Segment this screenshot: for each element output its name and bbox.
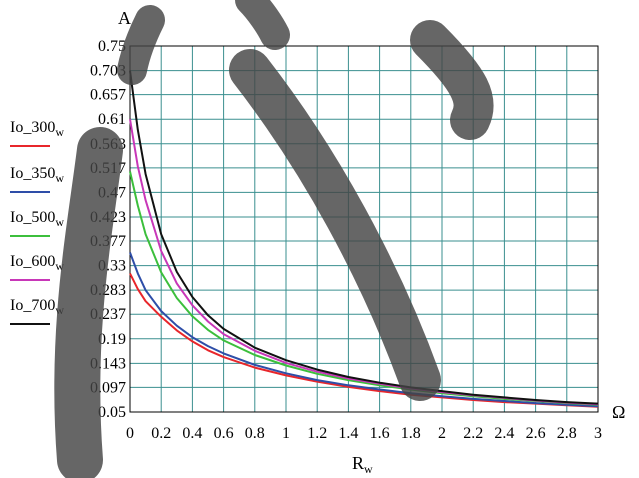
y-tick-label: 0.05 (98, 404, 126, 421)
x-tick-label: 1.6 (370, 425, 390, 442)
plot-frame (129, 45, 599, 413)
y-tick-label: 0.75 (98, 38, 126, 55)
x-tick-label: 2.6 (526, 425, 546, 442)
legend-label-main: Io_300 (10, 119, 55, 136)
series-layer (129, 70, 599, 408)
legend-label-main: Io_700 (10, 297, 55, 314)
x-axis-unit: Ω (612, 402, 625, 422)
watermark-stroke-3 (229, 49, 441, 401)
legend-label-sub: w (55, 215, 64, 229)
x-axis-label-main: R (352, 453, 364, 473)
legend-label: Io_350w (10, 165, 64, 185)
y-tick-label: 0.703 (90, 63, 126, 80)
x-tick-label: 0.8 (245, 425, 265, 442)
x-tick-label: 2.8 (557, 425, 577, 442)
watermark-stroke-4 (410, 20, 494, 140)
x-tick-label: 2.2 (463, 425, 483, 442)
x-tick-label: 1.8 (401, 425, 421, 442)
legend-label-main: Io_600 (10, 253, 55, 270)
watermark-stroke-1 (54, 127, 123, 478)
x-tick-label: 0.6 (214, 425, 234, 442)
legend-label-sub: w (55, 171, 64, 185)
x-tick-label: 3 (594, 425, 602, 442)
series-line-io-300 (129, 272, 599, 408)
x-tick-label: 2.4 (494, 425, 514, 442)
x-tick-label: 1.4 (338, 425, 358, 442)
series-line-io-350 (129, 252, 599, 408)
x-tick-label: 0 (126, 425, 134, 442)
x-tick-labels: 0 0.2 0.4 0.6 0.8 1 1.2 1.4 1.6 1.8 2 2.2 2.4 2.6 2.8 3 (126, 425, 602, 442)
y-tick-label: 0.19 (98, 331, 126, 348)
legend-label: Io_600w (10, 253, 64, 273)
y-axis-label: A (118, 8, 131, 28)
legend-label: Io_300w (10, 119, 64, 139)
y-tick-label: 0.657 (90, 87, 126, 104)
x-tick-label: 0.4 (182, 425, 202, 442)
watermark-stroke-5 (235, 0, 290, 50)
x-tick-label: 2 (438, 425, 446, 442)
x-axis-label-sub: w (364, 462, 373, 476)
legend-label-main: Io_350 (10, 165, 55, 182)
legend-label-sub: w (55, 259, 64, 273)
y-tick-label: 0.61 (98, 111, 126, 128)
legend-label-main: Io_500 (10, 209, 55, 226)
legend-label-sub: w (55, 125, 64, 139)
x-tick-label: 1 (282, 425, 290, 442)
series-line-io-700 (129, 70, 599, 405)
x-tick-label: 0.2 (151, 425, 171, 442)
x-axis-label: Rw (352, 453, 373, 476)
legend-label: Io_500w (10, 209, 64, 229)
watermark-stroke-2 (117, 5, 165, 85)
x-tick-label: 1.2 (307, 425, 327, 442)
